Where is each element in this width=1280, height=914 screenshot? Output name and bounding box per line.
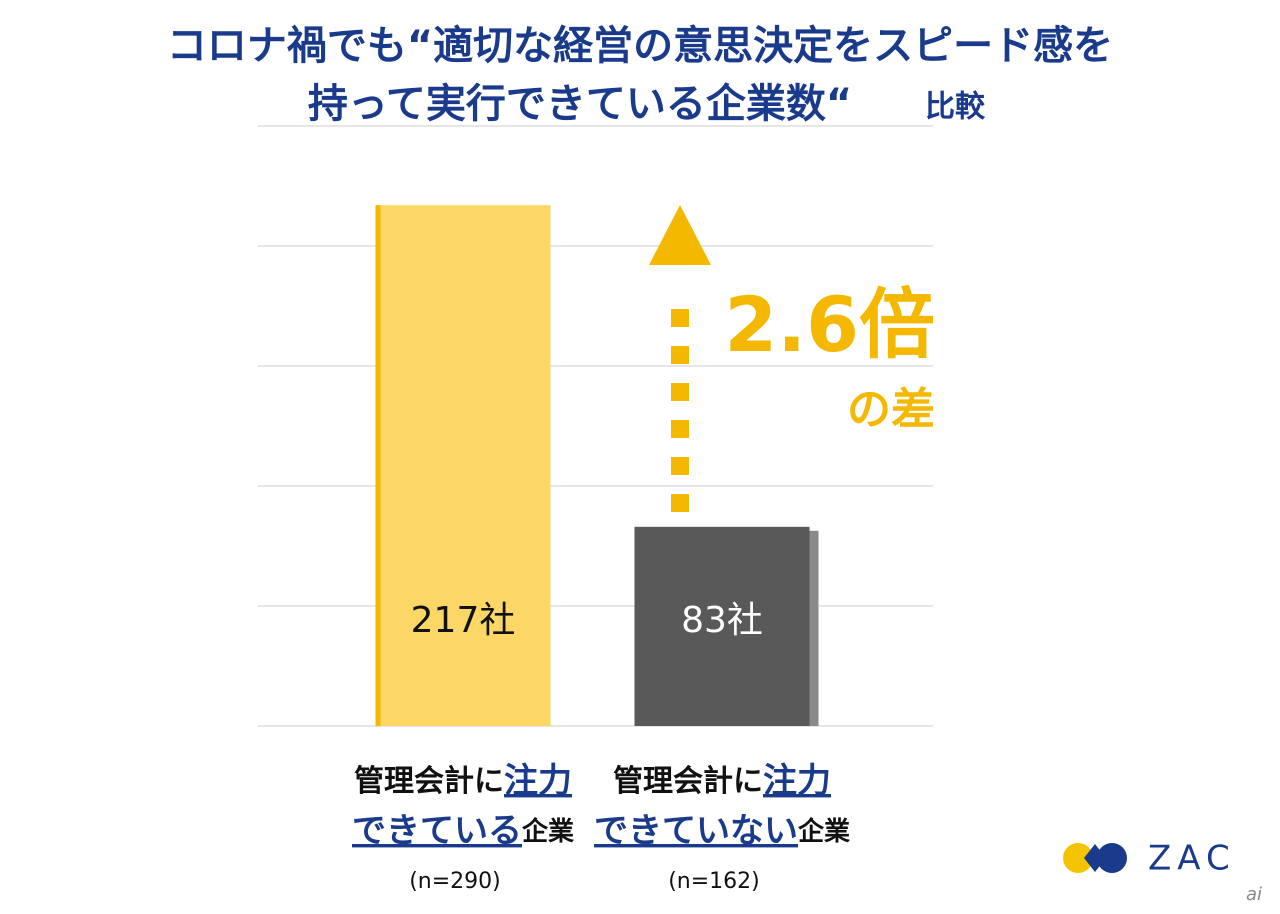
x-tick-label-part: 注力 [763,761,831,801]
arrow-dash [671,309,689,327]
chart-title: 持って実行できている企業数“ [308,81,852,127]
x-tick-label: 管理会計に注力 [354,761,572,801]
arrow-dash [671,383,689,401]
bar [634,526,810,726]
x-tick-label: できていない企業 [594,811,850,851]
bar [375,205,551,726]
chart-title-suffix: 比較 [925,90,986,125]
value-label: 83社 [681,600,763,641]
sample-label: (n=290) [409,869,501,894]
value-label: 217社 [411,600,516,641]
x-tick-label-part: 企業 [522,816,574,847]
logo-dot [1063,843,1093,873]
logo-dot [1097,843,1127,873]
x-tick-label-part: 企業 [798,816,850,847]
annotation-sub: の差 [847,384,935,435]
x-tick-label-part: 管理会計に [354,764,504,799]
x-tick-label-part: できていない [594,811,798,851]
x-tick-label: 管理会計に注力 [613,761,831,801]
arrow-dash [671,346,689,364]
annotation: 2.6倍 [724,280,935,369]
x-tick-label-part: 注力 [504,761,572,801]
arrow-dash [671,420,689,438]
sample-label: (n=162) [668,869,760,894]
logo-diamond [1084,844,1106,872]
bar-edge [809,530,819,726]
arrow-dash [671,494,689,512]
bar-edge [375,205,381,726]
x-tick-label-part: 管理会計に [613,764,763,799]
arrow-dash [671,457,689,475]
logo: ZAC [1148,839,1236,879]
chart-title: コロナ禍でも“適切な経営の意思決定をスピード感を [167,23,1113,69]
x-tick-label: できている企業 [352,811,574,851]
watermark: ai [1246,884,1262,905]
arrow-head [649,205,711,265]
x-tick-label-part: できている [352,811,522,851]
